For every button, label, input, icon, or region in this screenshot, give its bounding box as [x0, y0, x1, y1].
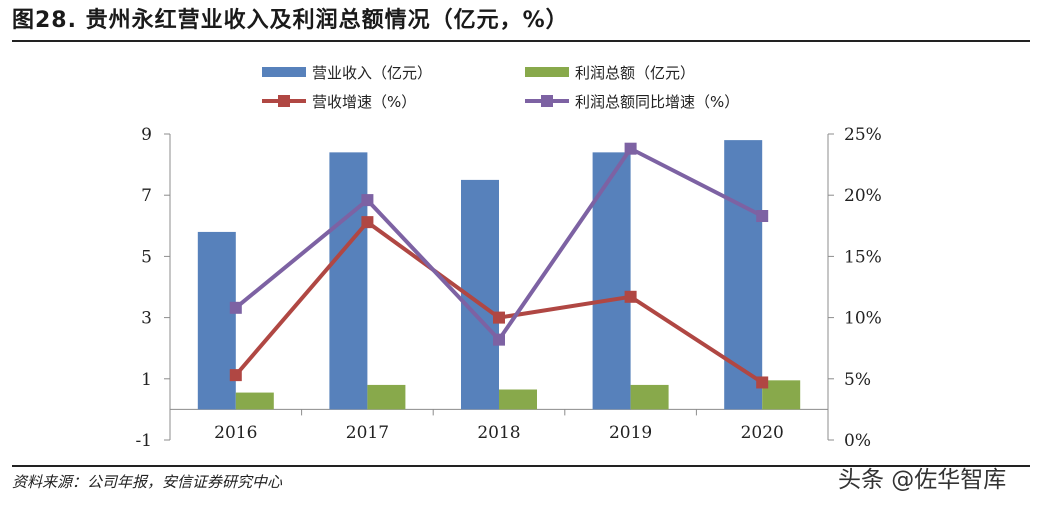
right-tick-label: 25% — [844, 125, 882, 145]
figure-title: 图28. 贵州永红营业收入及利润总额情况（亿元，%） — [12, 8, 569, 33]
revenue-growth-point — [229, 369, 242, 382]
left-tick-label: 5 — [141, 247, 152, 267]
legend: 营业收入（亿元） 利润总额（亿元） 营收增速（%） 利润总额同比增速（%） — [262, 64, 739, 111]
top-rule — [12, 40, 1030, 42]
revenue-growth-point — [624, 290, 637, 303]
right-tick-label: 20% — [844, 186, 882, 206]
bar-revenue — [197, 231, 236, 410]
bottom-rule — [12, 465, 1030, 467]
revenue-growth-point — [361, 216, 374, 229]
source-note: 资料来源：公司年报，安信证券研究中心 — [12, 473, 283, 491]
x-tick-label: 2018 — [477, 423, 520, 443]
right-tick-label: 10% — [844, 309, 882, 329]
bar-profit — [235, 392, 274, 410]
right-tick-label: 5% — [844, 370, 871, 390]
left-tick-label: 1 — [141, 370, 152, 390]
legend-swatch-marker — [541, 95, 553, 107]
profit-growth-point — [493, 333, 505, 346]
legend-label: 营业收入（亿元） — [312, 64, 432, 82]
profit-growth-point — [361, 194, 374, 207]
legend-label: 利润总额同比增速（%） — [575, 93, 739, 111]
left-tick-label: -1 — [135, 431, 152, 451]
tick-labels: 9 7 5 3 1 -1 25% 20% 15% 10% 5% 0% 2016 2017 2018 2019 2… — [135, 125, 881, 451]
profit-growth-point — [756, 210, 769, 223]
legend-swatch-bar — [262, 67, 306, 77]
revenue-growth-point — [493, 311, 505, 324]
legend-swatch-marker — [278, 95, 290, 107]
right-tick-label: 0% — [844, 431, 871, 451]
watermark: 头条 @佐华智库 — [838, 467, 1007, 493]
bar-profit — [367, 384, 406, 410]
x-tick-label: 2016 — [214, 423, 257, 443]
bar-revenue — [329, 152, 368, 410]
legend-label: 营收增速（%） — [312, 93, 416, 111]
bar-revenue — [724, 140, 763, 410]
x-tick-label: 2019 — [609, 423, 652, 443]
bar-profit — [762, 380, 801, 410]
left-tick-label: 3 — [141, 309, 152, 329]
bars — [197, 140, 801, 410]
legend-label: 利润总额（亿元） — [575, 64, 695, 82]
bar-profit — [630, 384, 669, 410]
lines — [229, 142, 769, 389]
x-tick-label: 2017 — [346, 423, 389, 443]
left-tick-label: 9 — [141, 125, 152, 145]
profit-growth-point — [624, 142, 637, 155]
legend-swatch-bar — [525, 67, 569, 77]
bar-profit — [499, 389, 537, 410]
bar-revenue — [592, 152, 631, 410]
revenue-growth-point — [756, 376, 769, 389]
right-tick-label: 15% — [844, 247, 882, 267]
profit-growth-point — [229, 301, 242, 314]
left-tick-label: 7 — [141, 186, 152, 206]
x-tick-label: 2020 — [741, 423, 784, 443]
